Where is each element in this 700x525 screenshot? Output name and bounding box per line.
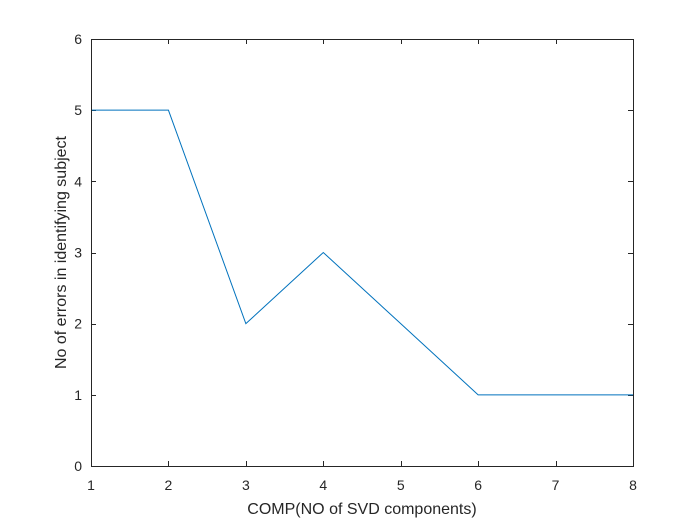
series-line (91, 109, 633, 396)
x-tick-labels: 1 2 3 4 5 6 7 8 (87, 477, 637, 493)
y-axis-label: No of errors in identifying subject (53, 135, 70, 369)
y-tick-label: 4 (74, 173, 82, 189)
series-group (90, 109, 634, 396)
y-tick-label: 1 (74, 387, 82, 403)
y-tick-label: 2 (74, 316, 82, 332)
plot-area (91, 39, 633, 466)
x-tick-label: 5 (397, 477, 405, 493)
x-axis-label: COMP(NO of SVD components) (247, 501, 476, 518)
y-tick-label: 5 (74, 102, 82, 118)
plot-frame (91, 39, 634, 467)
x-tick-label: 4 (319, 477, 327, 493)
y-tick-label: 0 (74, 458, 82, 474)
y-tick-label: 3 (74, 245, 82, 261)
x-tick-label: 7 (552, 477, 560, 493)
x-tick-label: 3 (242, 477, 250, 493)
y-tick-labels: 0 1 2 3 4 5 6 (74, 31, 82, 474)
x-tick-label: 1 (87, 477, 95, 493)
y-tick-label: 6 (74, 31, 82, 47)
x-tick-label: 2 (165, 477, 173, 493)
x-tick-label: 8 (629, 477, 637, 493)
x-tick-label: 6 (474, 477, 482, 493)
